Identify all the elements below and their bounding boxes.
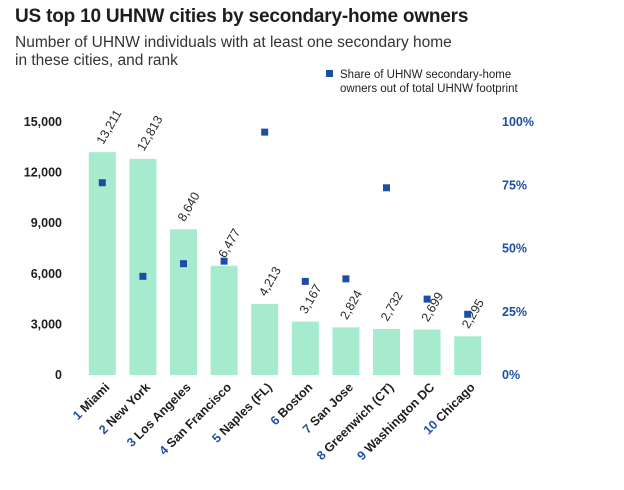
- share-marker: [139, 272, 147, 280]
- right-axis-tick-label: 50%: [502, 242, 527, 256]
- bar-value-label: 6,477: [216, 226, 244, 260]
- share-marker: [180, 260, 187, 268]
- category-name: Washington DC: [362, 380, 437, 455]
- left-axis-tick-label: 9,000: [31, 216, 62, 230]
- bar-value-label: 2,699: [419, 290, 447, 324]
- left-axis-tick-label: 3,000: [31, 317, 62, 331]
- right-axis-tick-label: 0%: [502, 368, 520, 382]
- legend-label-line-1: Share of UHNW secondary-home: [340, 69, 512, 81]
- left-axis-tick-label: 12,000: [24, 166, 62, 180]
- bar-value-label: 13,211: [94, 107, 125, 146]
- bar-value-label: 4,213: [256, 264, 284, 298]
- legend-label: Share of UHNW secondary-home owners out …: [340, 68, 518, 96]
- category-name: Miami: [77, 380, 112, 415]
- bar-new-york: [129, 158, 157, 375]
- share-marker: [220, 257, 228, 265]
- share-marker: [261, 128, 269, 136]
- share-marker: [301, 277, 309, 285]
- bar-greenwich-ct-: [373, 328, 400, 375]
- category-label: 9 Washington DC: [354, 380, 437, 463]
- share-marker: [423, 295, 431, 303]
- category-label: 4 San Francisco: [157, 380, 235, 458]
- bar-naples-fl-: [251, 303, 279, 375]
- right-axis-tick-label: 75%: [502, 178, 527, 192]
- chart-subtitle-line-1: Number of UHNW individuals with at least…: [15, 34, 452, 51]
- bar-miami: [88, 152, 116, 375]
- bar-value-label: 8,640: [175, 190, 203, 224]
- category-name: Chicago: [433, 380, 478, 425]
- legend-label-line-2: owners out of total UHNW footprint: [340, 83, 518, 95]
- left-axis-tick-label: 15,000: [24, 115, 62, 129]
- chart-title: US top 10 UHNW cities by secondary-home …: [15, 6, 469, 27]
- share-marker: [342, 275, 350, 283]
- bar-value-label: 2,824: [337, 288, 365, 322]
- bar-washington-dc: [413, 329, 441, 375]
- left-axis-tick-label: 0: [55, 368, 62, 382]
- bar-value-label: 3,167: [297, 282, 325, 316]
- right-axis-tick-label: 25%: [502, 305, 527, 319]
- legend-marker-swatch: [326, 70, 333, 77]
- share-marker: [383, 184, 390, 192]
- category-name: Boston: [275, 380, 315, 420]
- bar-boston: [291, 321, 319, 375]
- share-marker: [464, 310, 472, 318]
- bar-value-label: 2,732: [378, 289, 406, 323]
- bar-san-jose: [332, 327, 360, 375]
- bar-value-label: 2,295: [459, 297, 487, 331]
- right-axis-tick-label: 100%: [502, 115, 534, 129]
- bar-chicago: [454, 336, 482, 375]
- category-label: 8 Greenwich (CT): [314, 380, 397, 463]
- share-marker: [98, 179, 106, 187]
- bar-value-label: 12,813: [134, 113, 165, 153]
- left-axis-tick-label: 6,000: [31, 267, 62, 281]
- category-name: Greenwich (CT): [321, 380, 396, 455]
- chart-subtitle-line-2: in these cities, and rank: [15, 52, 178, 69]
- bar-los-angeles: [170, 229, 197, 375]
- bar-san-francisco: [210, 265, 238, 375]
